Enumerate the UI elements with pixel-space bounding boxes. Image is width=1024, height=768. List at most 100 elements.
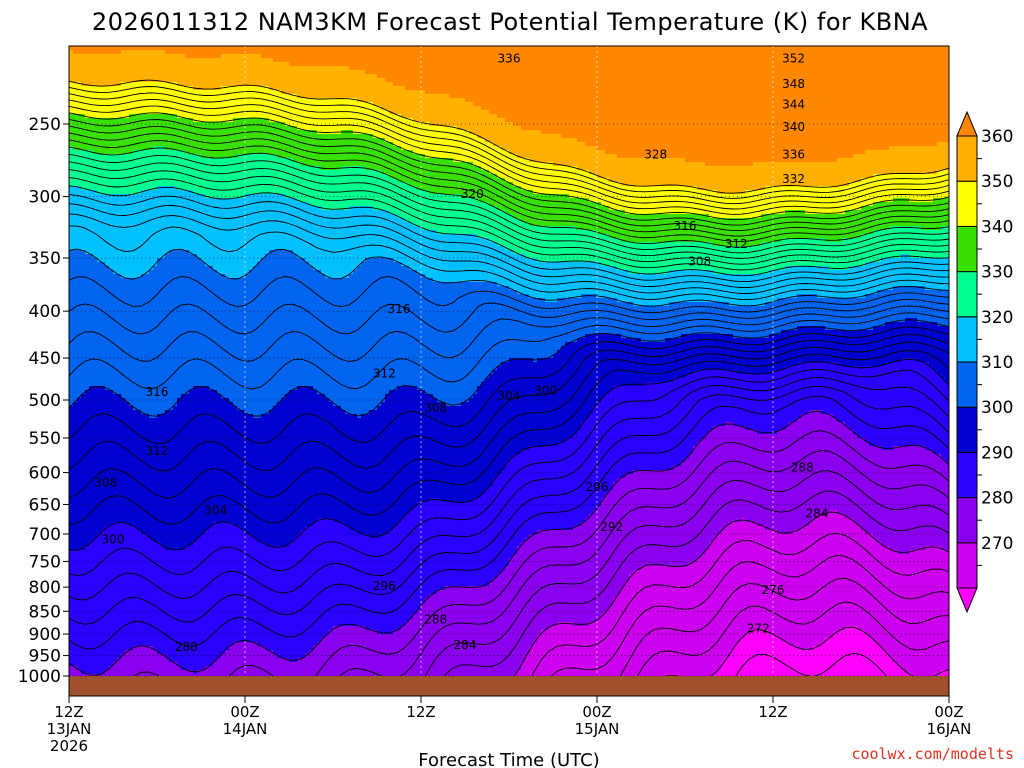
x-axis-label: Forecast Time (UTC) xyxy=(418,750,599,768)
field-cell xyxy=(929,362,949,366)
field-cell xyxy=(157,414,253,418)
field-cell xyxy=(349,526,393,530)
field-cell xyxy=(233,642,257,646)
field-cell xyxy=(613,386,949,390)
field-cell xyxy=(765,526,801,530)
field-cell xyxy=(761,242,949,246)
contour-label: 300 xyxy=(534,383,557,397)
field-cell xyxy=(69,506,413,510)
field-cell xyxy=(449,94,949,98)
field-cell xyxy=(873,174,949,178)
field-cell xyxy=(541,130,949,134)
field-cell xyxy=(425,154,517,158)
field-cell xyxy=(597,618,949,622)
field-cell xyxy=(69,554,513,558)
field-cell xyxy=(901,358,917,362)
field-cell xyxy=(865,438,949,442)
field-cell xyxy=(333,518,401,522)
field-cell xyxy=(81,394,121,398)
field-cell xyxy=(205,262,257,266)
field-cell xyxy=(481,166,577,170)
field-cell xyxy=(881,258,949,262)
field-cell xyxy=(481,382,645,386)
y-tick-label: 900 xyxy=(29,625,61,645)
field-cell xyxy=(717,190,745,194)
field-cell xyxy=(625,474,949,478)
field-cell xyxy=(365,70,949,74)
x-tick-label: 13JAN xyxy=(47,720,92,738)
y-tick-label: 350 xyxy=(29,249,61,269)
field-cell xyxy=(69,482,493,486)
field-cell xyxy=(69,354,553,358)
field-cell xyxy=(261,258,305,262)
field-cell xyxy=(285,394,325,398)
field-cell xyxy=(621,238,781,242)
field-cell xyxy=(537,530,721,534)
field-cell xyxy=(69,194,205,198)
field-cell xyxy=(557,622,573,626)
field-cell xyxy=(581,522,729,526)
field-cell xyxy=(69,650,125,654)
field-cell xyxy=(913,674,933,676)
field-cell xyxy=(345,522,397,526)
x-tick-label: 2026 xyxy=(50,737,88,755)
field-cell xyxy=(781,330,949,334)
x-tick-label: 12Z xyxy=(758,703,787,721)
contour-label: 312 xyxy=(146,444,169,458)
field-cell xyxy=(521,662,721,666)
field-cell xyxy=(593,406,949,410)
field-cell xyxy=(233,402,277,406)
field-cell xyxy=(209,526,241,530)
field-cell xyxy=(177,114,401,118)
field-cell xyxy=(553,354,949,358)
field-cell xyxy=(401,518,585,522)
field-cell xyxy=(421,226,577,230)
field-cell xyxy=(69,466,505,470)
plot-frame xyxy=(68,45,950,697)
field-cell xyxy=(585,334,621,338)
field-cell xyxy=(105,386,193,390)
colorbar-band xyxy=(956,316,978,363)
field-cell xyxy=(357,98,465,102)
field-cell xyxy=(365,258,393,262)
field-cell xyxy=(573,526,725,530)
field-cell xyxy=(313,266,357,270)
field-cell xyxy=(433,394,473,398)
isentrope-342 xyxy=(69,139,949,243)
field-cell xyxy=(69,90,281,94)
contour-label: 320 xyxy=(461,187,484,201)
field-cell xyxy=(69,218,405,222)
field-cell xyxy=(385,78,949,82)
field-cell xyxy=(733,334,769,338)
chart-title: 2026011312 NAM3KM Forecast Potential Tem… xyxy=(92,8,928,36)
field-cell xyxy=(237,154,277,158)
field-cell xyxy=(601,498,949,502)
field-cell xyxy=(121,394,181,398)
field-cell xyxy=(217,390,289,394)
field-cell xyxy=(297,658,525,662)
field-cell xyxy=(125,650,157,654)
field-cell xyxy=(169,250,189,254)
field-cell xyxy=(69,626,333,630)
contour-label: 312 xyxy=(725,237,748,251)
colorbar-band xyxy=(956,406,978,453)
field-cell xyxy=(281,90,425,94)
field-cell xyxy=(289,390,317,394)
field-cell xyxy=(409,266,617,270)
field-cell xyxy=(69,358,509,362)
field-cell xyxy=(609,178,861,182)
field-cell xyxy=(565,342,949,346)
field-cell xyxy=(605,150,865,154)
field-cell xyxy=(605,394,949,398)
field-cell xyxy=(905,670,941,674)
field-cell xyxy=(713,242,761,246)
field-cell xyxy=(225,274,245,278)
field-cell xyxy=(857,626,949,630)
field-cell xyxy=(181,666,205,670)
field-cell xyxy=(493,578,629,582)
field-cell xyxy=(329,630,377,634)
field-cell xyxy=(69,410,141,414)
field-cell xyxy=(713,538,877,542)
field-cell xyxy=(589,198,893,202)
